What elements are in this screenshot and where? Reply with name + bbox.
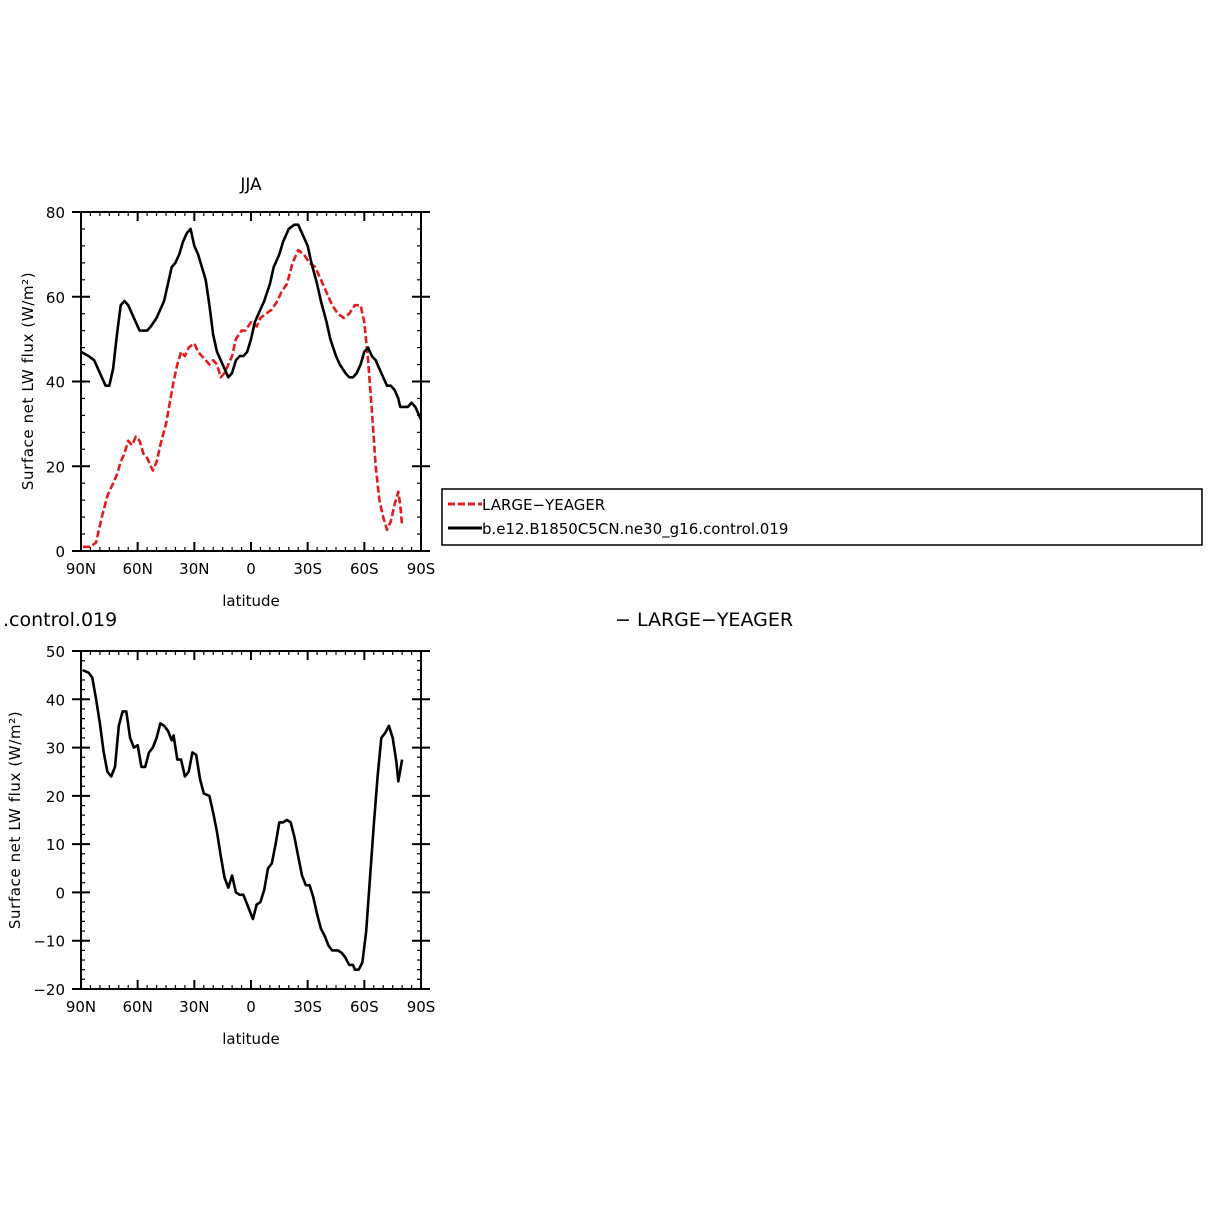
bottom-chart-axes: 90N 60N 30N 0 30S 60S 90S −20 −10 0 10 20 30 40 50 bbox=[33, 643, 435, 1016]
top-chart-panel: JJA latitude Surface net LW flux (W/m²) … bbox=[19, 175, 435, 610]
x-tick-label: 0 bbox=[246, 998, 256, 1016]
x-tick-label: 90N bbox=[66, 998, 96, 1016]
y-tick-label: 40 bbox=[46, 691, 65, 709]
y-tick-label: −10 bbox=[33, 933, 65, 951]
bottom-chart-series-group bbox=[82, 669, 404, 971]
x-tick-label: 90S bbox=[407, 560, 436, 578]
difference-series-line bbox=[82, 669, 404, 971]
x-tick-label: 30S bbox=[293, 998, 322, 1016]
x-tick-label: 30N bbox=[179, 998, 209, 1016]
top-chart-title: JJA bbox=[239, 175, 262, 195]
y-tick-label: 0 bbox=[55, 543, 65, 561]
x-tick-label: 60N bbox=[123, 560, 153, 578]
top-chart-xlabel: latitude bbox=[222, 592, 280, 610]
y-tick-label: −20 bbox=[33, 981, 65, 999]
legend-label-control: b.e12.B1850C5CN.ne30_g16.control.019 bbox=[482, 520, 788, 539]
legend: LARGE−YEAGER b.e12.B1850C5CN.ne30_g16.co… bbox=[441, 488, 1203, 546]
y-tick-label: 40 bbox=[46, 374, 65, 392]
top-chart-series-group bbox=[80, 223, 423, 549]
x-tick-label: 0 bbox=[246, 560, 256, 578]
bottom-chart-title-left: .control.019 bbox=[3, 609, 117, 631]
y-tick-label: 10 bbox=[46, 836, 65, 854]
x-tick-label: 90S bbox=[407, 998, 436, 1016]
top-chart-frame bbox=[80, 211, 422, 552]
bottom-chart-xlabel: latitude bbox=[222, 1030, 280, 1048]
top-chart-ylabel: Surface net LW flux (W/m²) bbox=[19, 272, 37, 490]
y-tick-label: 60 bbox=[46, 289, 65, 307]
bottom-chart-ylabel: Surface net LW flux (W/m²) bbox=[6, 711, 24, 929]
large-yeager-series-line bbox=[82, 248, 404, 549]
x-tick-label: 90N bbox=[66, 560, 96, 578]
x-tick-label: 30S bbox=[293, 560, 322, 578]
x-tick-label: 60N bbox=[123, 998, 153, 1016]
x-tick-label: 60S bbox=[350, 998, 379, 1016]
y-tick-label: 30 bbox=[46, 740, 65, 758]
y-tick-label: 50 bbox=[46, 643, 65, 661]
legend-label-large-yeager: LARGE−YEAGER bbox=[482, 496, 605, 514]
top-chart-axes: 90N 60N 30N 0 30S 60S 90S 0 20 40 60 80 bbox=[46, 204, 435, 578]
bottom-chart-frame bbox=[80, 650, 422, 990]
x-tick-label: 30N bbox=[179, 560, 209, 578]
y-tick-label: 0 bbox=[55, 884, 65, 902]
y-tick-label: 20 bbox=[46, 458, 65, 476]
bottom-chart-title-right: − LARGE−YEAGER bbox=[615, 609, 793, 631]
legend-box bbox=[441, 488, 1203, 546]
b-e12-b1850c5cn-ne30-g16-control-019-series-line bbox=[80, 223, 423, 421]
x-tick-label: 60S bbox=[350, 560, 379, 578]
bottom-chart-panel: .control.019 − LARGE−YEAGER latitude Sur… bbox=[3, 609, 793, 1048]
y-tick-label: 80 bbox=[46, 204, 65, 222]
y-tick-label: 20 bbox=[46, 788, 65, 806]
